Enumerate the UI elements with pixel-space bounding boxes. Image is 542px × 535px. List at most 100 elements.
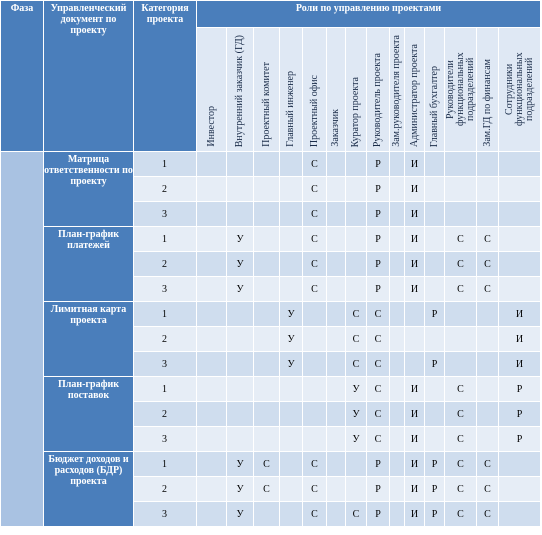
role-cell xyxy=(253,401,280,427)
role-header: Проектный комитет xyxy=(253,27,280,152)
role-cell xyxy=(226,376,254,402)
role-cell xyxy=(253,151,280,177)
role-header: Главный инженер xyxy=(279,27,303,152)
role-cell xyxy=(497,476,542,502)
role-cell xyxy=(302,376,327,402)
role-cell: И xyxy=(404,476,425,502)
role-cell xyxy=(196,401,227,427)
role-header: Сотрудники функциональных подразделений xyxy=(497,27,542,152)
role-cell: У xyxy=(279,301,303,327)
document-header: Управленческий документ по проекту xyxy=(43,0,134,152)
role-cell xyxy=(389,326,405,352)
role-header: Инвестор xyxy=(196,27,227,152)
role-cell xyxy=(476,151,499,177)
role-cell: С xyxy=(476,276,499,302)
role-cell: С xyxy=(302,451,327,477)
role-cell xyxy=(389,301,405,327)
category-cell: 1 xyxy=(133,151,197,177)
role-cell xyxy=(226,151,254,177)
document-cell: Лимитная карта проекта xyxy=(43,301,134,377)
role-cell xyxy=(326,326,346,352)
role-name: Администратор проекта xyxy=(408,43,420,147)
role-cell xyxy=(326,301,346,327)
role-name: Сотрудники функциональных подразделений xyxy=(503,52,535,127)
role-cell xyxy=(279,501,303,527)
role-cell xyxy=(196,176,227,202)
role-cell: У xyxy=(345,376,367,402)
role-cell: Р xyxy=(424,351,445,377)
category-header: Категория проекта xyxy=(133,0,197,152)
role-cell xyxy=(326,201,346,227)
role-cell xyxy=(476,426,499,452)
role-cell xyxy=(253,426,280,452)
role-cell xyxy=(389,276,405,302)
role-cell xyxy=(196,301,227,327)
role-header: Руководитель проекта xyxy=(366,27,390,152)
role-cell xyxy=(279,251,303,277)
role-cell xyxy=(302,351,327,377)
role-cell xyxy=(345,176,367,202)
role-cell: И xyxy=(404,176,425,202)
role-cell xyxy=(345,226,367,252)
role-cell: Р xyxy=(366,176,390,202)
role-cell: С xyxy=(444,401,477,427)
role-cell xyxy=(226,301,254,327)
role-cell: С xyxy=(345,501,367,527)
role-cell: У xyxy=(279,326,303,352)
role-cell: С xyxy=(366,401,390,427)
role-cell xyxy=(345,276,367,302)
document-cell: План-график платежей xyxy=(43,226,134,302)
role-cell xyxy=(196,426,227,452)
role-cell xyxy=(226,201,254,227)
role-cell: И xyxy=(404,251,425,277)
role-cell: С xyxy=(302,251,327,277)
role-cell xyxy=(497,201,542,227)
role-cell: С xyxy=(366,426,390,452)
role-cell xyxy=(326,451,346,477)
role-name: Куратор проекта xyxy=(350,76,361,147)
role-cell xyxy=(389,451,405,477)
role-cell xyxy=(279,176,303,202)
role-cell: И xyxy=(497,301,542,327)
table-row: Бюджет доходов и расходов (БДР) проекта 1… xyxy=(1,451,542,527)
role-name: Заказчик xyxy=(330,109,341,147)
role-cell xyxy=(444,201,477,227)
role-cell: Р xyxy=(497,401,542,427)
role-cell xyxy=(326,376,346,402)
role-cell: И xyxy=(404,276,425,302)
role-cell: С xyxy=(476,251,499,277)
role-cell: И xyxy=(404,151,425,177)
role-name: Проектный офис xyxy=(308,74,320,147)
role-cell: С xyxy=(345,326,367,352)
category-cell: 1 xyxy=(133,301,197,327)
role-cell: Р xyxy=(497,376,542,402)
role-cell xyxy=(326,476,346,502)
role-cell xyxy=(279,376,303,402)
role-cell xyxy=(226,426,254,452)
role-cell xyxy=(497,501,542,527)
role-cell xyxy=(302,326,327,352)
role-cell: Р xyxy=(366,151,390,177)
role-cell: У xyxy=(345,426,367,452)
role-cell: И xyxy=(404,201,425,227)
role-cell: С xyxy=(444,276,477,302)
role-cell: С xyxy=(476,451,499,477)
role-cell xyxy=(404,301,425,327)
role-cell xyxy=(279,201,303,227)
role-cell xyxy=(253,501,280,527)
role-cell xyxy=(253,351,280,377)
role-cell xyxy=(444,176,477,202)
role-cell xyxy=(424,151,445,177)
role-cell: С xyxy=(366,351,390,377)
role-cell xyxy=(226,176,254,202)
role-cell xyxy=(253,251,280,277)
table-row: План-график поставок 1 У С И С Р xyxy=(1,376,542,452)
role-cell xyxy=(226,401,254,427)
role-header: Внутренний заказчик (ГД) xyxy=(226,27,254,152)
role-cell xyxy=(424,201,445,227)
role-cell xyxy=(326,401,346,427)
role-cell: С xyxy=(444,226,477,252)
